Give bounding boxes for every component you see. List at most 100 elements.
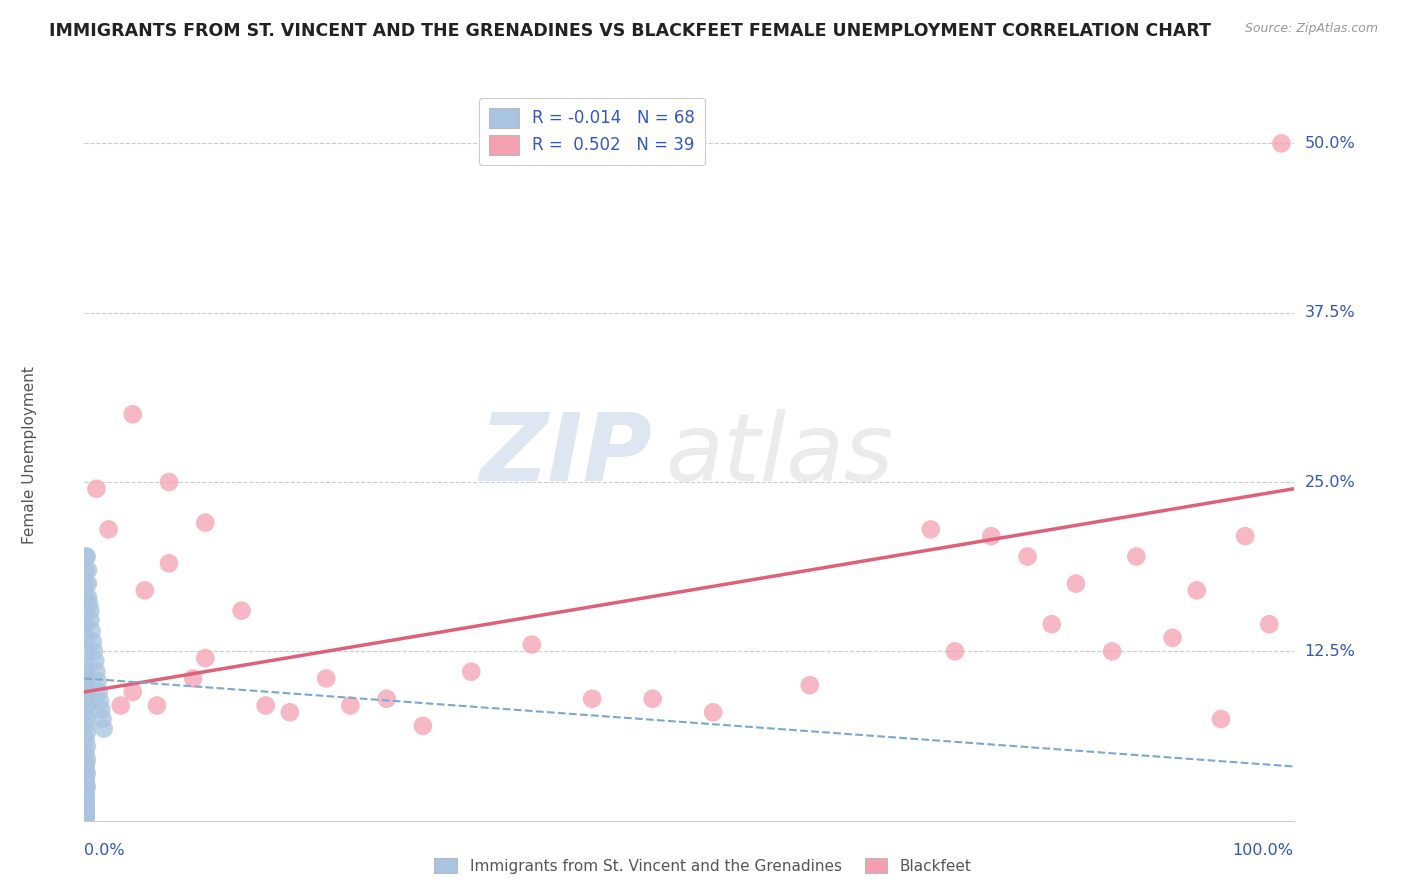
Point <box>75 801 97 815</box>
Point <box>75 804 97 818</box>
Text: Female Unemployment: Female Unemployment <box>22 366 38 544</box>
Text: 12.5%: 12.5% <box>1305 644 1355 659</box>
Text: atlas: atlas <box>665 409 893 500</box>
Point <box>75 590 97 604</box>
Text: 25.0%: 25.0% <box>1305 475 1355 490</box>
Point <box>86 665 108 679</box>
Point <box>80 624 103 638</box>
Point <box>121 407 143 421</box>
Point <box>134 583 156 598</box>
Point <box>75 617 97 632</box>
Point <box>75 780 97 794</box>
Text: 37.5%: 37.5% <box>1305 305 1355 320</box>
Point <box>121 685 143 699</box>
Point <box>75 644 97 658</box>
Point <box>82 635 104 649</box>
Point <box>84 654 107 668</box>
Point <box>75 787 97 801</box>
Point <box>1064 576 1087 591</box>
Legend: R = -0.014   N = 68, R =  0.502   N = 39: R = -0.014 N = 68, R = 0.502 N = 39 <box>479 97 706 165</box>
Point <box>76 780 98 794</box>
Text: Source: ZipAtlas.com: Source: ZipAtlas.com <box>1244 22 1378 36</box>
Point <box>76 766 98 780</box>
Point <box>87 685 110 699</box>
Point <box>75 657 97 672</box>
Point <box>75 576 97 591</box>
Text: 100.0%: 100.0% <box>1233 843 1294 857</box>
Point <box>76 672 98 686</box>
Point <box>75 811 97 825</box>
Point <box>943 644 966 658</box>
Point <box>79 604 101 618</box>
Point <box>110 698 132 713</box>
Point <box>75 706 97 720</box>
Point <box>194 516 217 530</box>
Point <box>76 698 98 713</box>
Point <box>75 631 97 645</box>
Point <box>1185 583 1208 598</box>
Point <box>75 665 97 679</box>
Point <box>75 563 97 577</box>
Point <box>1101 644 1123 658</box>
Point <box>77 563 100 577</box>
Point <box>254 698 277 713</box>
Point <box>339 698 361 713</box>
Point <box>75 792 97 806</box>
Point <box>75 789 97 804</box>
Point <box>75 793 97 807</box>
Point <box>75 759 97 773</box>
Point <box>91 712 114 726</box>
Point <box>75 809 97 823</box>
Point <box>157 475 180 489</box>
Point <box>157 556 180 570</box>
Point <box>75 604 97 618</box>
Point <box>1161 631 1184 645</box>
Point <box>920 523 942 537</box>
Point <box>76 725 98 739</box>
Text: 0.0%: 0.0% <box>84 843 125 857</box>
Text: 50.0%: 50.0% <box>1305 136 1355 151</box>
Point <box>75 805 97 820</box>
Point <box>75 678 97 692</box>
Point <box>980 529 1002 543</box>
Point <box>520 638 543 652</box>
Point <box>76 685 98 699</box>
Point <box>76 549 98 564</box>
Point <box>77 597 100 611</box>
Legend: Immigrants from St. Vincent and the Grenadines, Blackfeet: Immigrants from St. Vincent and the Gren… <box>429 852 977 880</box>
Point <box>1040 617 1063 632</box>
Point <box>75 756 97 771</box>
Point <box>86 482 108 496</box>
Point <box>93 722 115 736</box>
Point <box>375 691 398 706</box>
Point <box>75 764 97 778</box>
Point <box>641 691 664 706</box>
Point <box>75 770 97 784</box>
Point <box>75 746 97 760</box>
Point <box>86 674 108 689</box>
Point <box>76 753 98 767</box>
Point <box>75 800 97 814</box>
Point <box>194 651 217 665</box>
Point <box>83 644 105 658</box>
Point <box>75 691 97 706</box>
Point <box>1209 712 1232 726</box>
Point <box>97 523 120 537</box>
Point <box>75 796 97 810</box>
Point <box>231 604 253 618</box>
Point <box>1234 529 1257 543</box>
Text: ZIP: ZIP <box>479 409 652 501</box>
Point <box>278 706 301 720</box>
Point <box>75 772 97 787</box>
Point <box>799 678 821 692</box>
Point <box>75 775 97 789</box>
Point <box>75 732 97 747</box>
Text: IMMIGRANTS FROM ST. VINCENT AND THE GRENADINES VS BLACKFEET FEMALE UNEMPLOYMENT : IMMIGRANTS FROM ST. VINCENT AND THE GREN… <box>49 22 1211 40</box>
Point <box>75 798 97 813</box>
Point <box>315 672 337 686</box>
Point <box>75 549 97 564</box>
Point <box>90 702 112 716</box>
Point <box>702 706 724 720</box>
Point <box>76 739 98 753</box>
Point <box>79 613 101 627</box>
